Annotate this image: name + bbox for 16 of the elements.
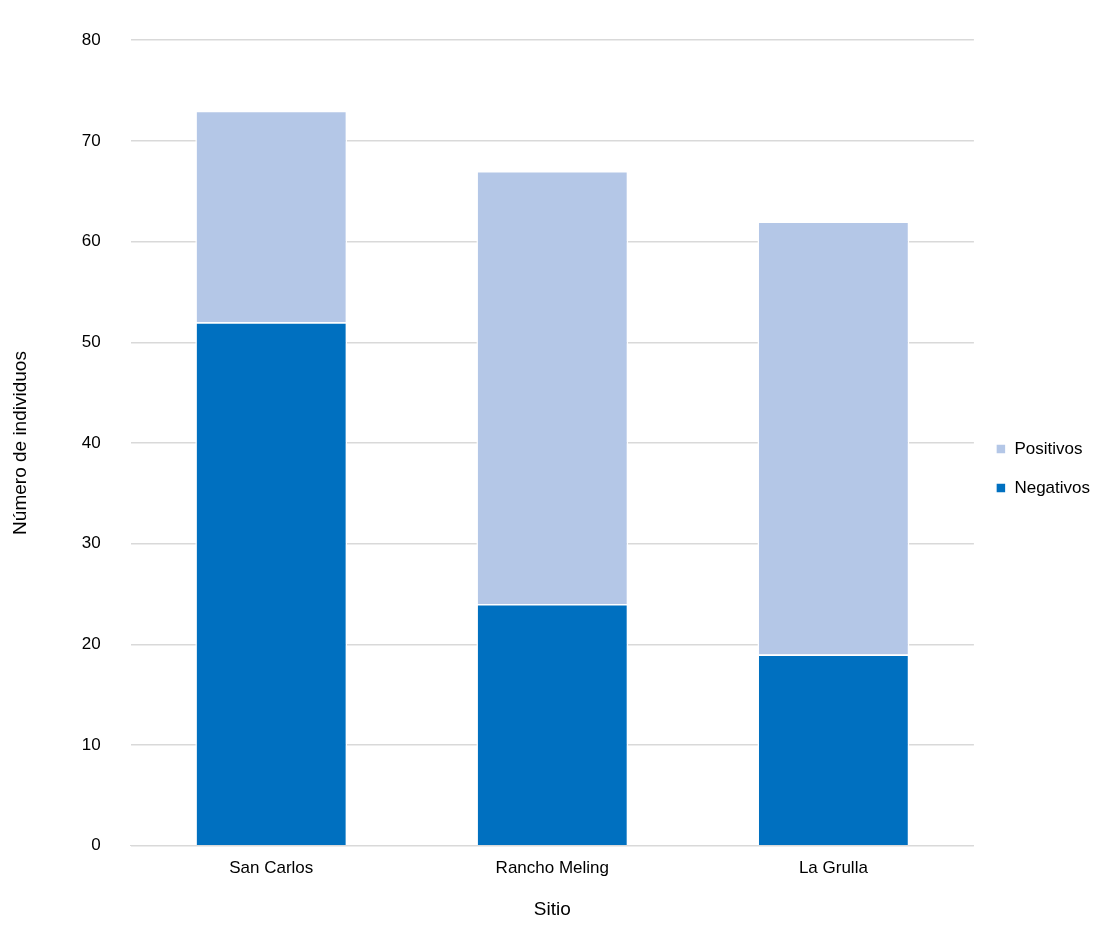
legend-label: Positivos — [1014, 438, 1083, 458]
x-tick-label: La Grulla — [798, 857, 869, 877]
y-tick-label: 30 — [81, 533, 101, 553]
y-tick-label: 70 — [81, 130, 101, 150]
x-tick-label: Rancho Meling — [495, 857, 610, 877]
y-axis-title: Número de individuos — [8, 351, 30, 535]
y-tick-label: 60 — [81, 231, 101, 251]
x-axis-title: Sitio — [533, 897, 571, 919]
legend-label: Negativos — [1014, 477, 1091, 497]
y-tick-label: 80 — [81, 29, 101, 49]
y-tick-label: 20 — [81, 634, 101, 654]
y-tick-label: 40 — [81, 432, 101, 452]
y-tick-label: 10 — [81, 734, 101, 754]
y-tick-label: 50 — [81, 331, 101, 351]
y-tick-label: 0 — [91, 835, 101, 855]
x-tick-label: San Carlos — [229, 857, 314, 877]
